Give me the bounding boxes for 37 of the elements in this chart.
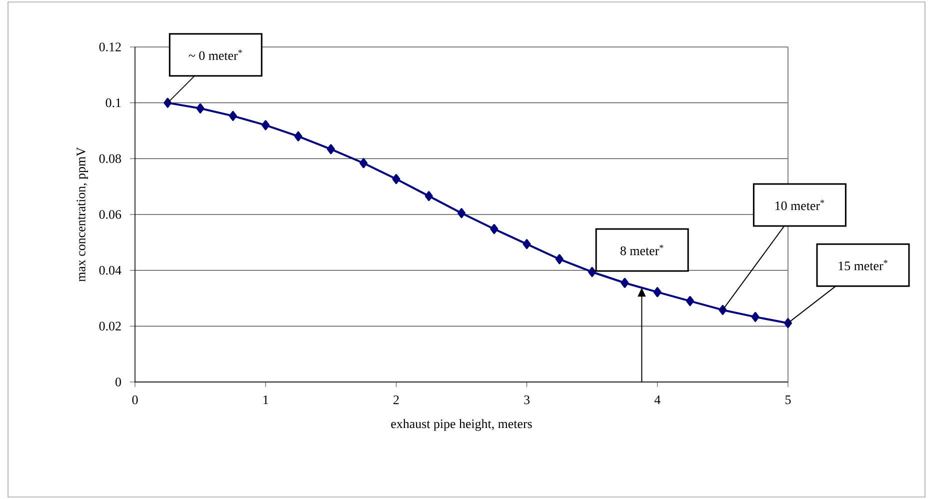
point: [490, 224, 498, 234]
y-tick-label: 0: [116, 378, 121, 386]
point: [620, 278, 629, 288]
point: [718, 304, 727, 315]
point: [751, 312, 760, 322]
point: [228, 110, 237, 121]
point: [294, 131, 302, 142]
x-axis-title: exhaust pipe height, meters: [391, 419, 532, 431]
y-tick-label: 0.12: [99, 42, 121, 52]
annotation: 10 meter$^{*}$: [775, 200, 824, 210]
y-tick-label: 0.08: [99, 154, 121, 164]
y-tick-label: 0.1: [106, 98, 121, 108]
point: [653, 287, 662, 298]
point: [392, 174, 400, 184]
point: [458, 208, 466, 218]
y-tick-label: 0.04: [99, 266, 122, 275]
annotation: 8 meter$^{*}$: [620, 244, 664, 256]
x-tick-label: 1: [264, 396, 268, 404]
point: [262, 120, 270, 130]
y-tick-label: 0.02: [99, 322, 121, 331]
point: [196, 103, 204, 114]
point: [424, 191, 433, 202]
x-tick-label: 2: [394, 396, 399, 404]
y-tick-label: 0.06: [99, 210, 122, 219]
point: [522, 239, 531, 250]
point: [326, 144, 335, 154]
x-tick-label: 4: [654, 395, 660, 404]
annotation: ~ 0 meter$^{*}$: [188, 50, 242, 60]
x-tick-label: 3: [524, 396, 530, 404]
point: [555, 254, 564, 264]
x-tick-label: 0: [132, 396, 138, 404]
point: [686, 296, 694, 306]
annotation: 15 meter$^{*}$: [838, 260, 888, 270]
point: [164, 98, 172, 108]
point: [360, 158, 368, 168]
x-tick-label: 5: [786, 396, 791, 404]
y-axis-title: max concentration, ppmV: [76, 147, 88, 282]
